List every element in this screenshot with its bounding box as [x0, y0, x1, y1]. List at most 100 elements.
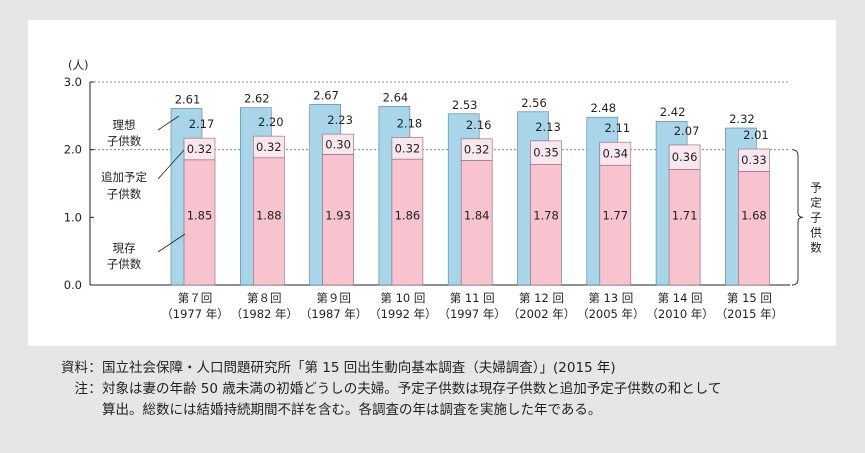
source-label: 資料: [61, 360, 88, 376]
ideal-value-label: 2.61: [175, 92, 201, 106]
planned-total-label: 2.16: [466, 118, 492, 132]
brace-label-char: 数: [810, 240, 822, 254]
source-text: 国立社会保障・人口問題研究所「第 15 回出生動向基本調査（夫婦調査）」(201…: [102, 360, 616, 376]
existing-series-label-2: 子供数: [107, 257, 142, 271]
existing-bar: [599, 164, 632, 286]
brace-label-char: 子: [810, 210, 822, 224]
additional-value-label: 0.36: [672, 150, 698, 164]
y-tick-label: 1.0: [64, 210, 82, 224]
ideal-value-label: 2.42: [660, 105, 686, 119]
additional-value-label: 0.35: [533, 146, 559, 160]
existing-value-label: 1.68: [741, 208, 767, 222]
brace-label-char: 定: [810, 195, 822, 209]
existing-value-label: 1.77: [602, 208, 628, 222]
planned-total-label: 2.23: [327, 113, 353, 127]
x-category-label: 第 10 回: [380, 291, 425, 305]
additional-series-label-1: 追加予定: [101, 170, 147, 184]
additional-series-label-2: 子供数: [107, 187, 142, 201]
existing-value-label: 1.93: [325, 208, 351, 222]
planned-total-label: 2.13: [535, 120, 561, 134]
y-tick-label: 2.0: [64, 143, 82, 157]
existing-bar: [391, 158, 424, 286]
note-colon: ：: [88, 381, 102, 397]
additional-bar: [391, 137, 424, 160]
additional-leader-line: [157, 149, 185, 180]
additional-bar: [460, 138, 493, 161]
ideal-value-label: 2.67: [313, 88, 339, 102]
existing-value-label: 1.85: [187, 208, 213, 222]
additional-bar: [530, 140, 562, 165]
ideal-series-label-2: 子供数: [107, 134, 142, 148]
additional-value-label: 0.30: [325, 137, 351, 151]
note-label: 注: [74, 381, 89, 397]
brace-label-char: 供: [810, 225, 822, 239]
additional-bar: [599, 141, 632, 166]
y-tick-label: 0.0: [64, 278, 82, 292]
additional-bar: [738, 148, 770, 172]
x-category-year-label: （2010 年）: [646, 307, 713, 321]
y-unit-label: (人): [68, 58, 88, 72]
note-text-line-1: 対象は妻の年齢 50 歳未満の初婚どうしの夫婦。予定子供数は現存子供数と追加予定…: [102, 381, 722, 397]
x-category-year-label: （1987 年）: [300, 307, 367, 321]
x-category-year-label: （1992 年）: [369, 307, 436, 321]
ideal-value-label: 2.32: [729, 112, 755, 126]
x-category-label: 第７回: [178, 291, 213, 305]
existing-value-label: 1.78: [533, 208, 559, 222]
note-row-2: 算出。総数には結婚持続期間不詳を含む。各調査の年は調査を実施した年である。: [30, 400, 850, 421]
existing-value-label: 1.88: [256, 208, 282, 222]
notes-block: 資料 ： 国立社会保障・人口問題研究所「第 15 回出生動向基本調査（夫婦調査）…: [30, 358, 850, 421]
additional-value-label: 0.34: [602, 147, 628, 161]
additional-value-label: 0.32: [256, 140, 282, 154]
planned-total-label: 2.01: [743, 128, 769, 142]
existing-bar: [668, 168, 701, 286]
planned-total-label: 2.18: [397, 116, 423, 130]
chart-panel: 0.0 1.0 2.0 3.0 (人) 2.61 2.17 0.32 1.85 第７回 （1977 …: [28, 20, 836, 346]
ideal-value-label: 2.64: [383, 90, 409, 104]
x-category-label: 第 13 回: [588, 291, 633, 305]
ideal-value-label: 2.62: [244, 92, 270, 106]
ideal-value-label: 2.53: [452, 98, 478, 112]
existing-value-label: 1.71: [672, 208, 698, 222]
existing-bar: [183, 159, 216, 286]
additional-value-label: 0.32: [187, 142, 213, 156]
note-row: 注 ： 対象は妻の年齢 50 歳未満の初婚どうしの夫婦。予定子供数は現存子供数と…: [30, 379, 850, 400]
planned-brace: [791, 149, 804, 286]
existing-value-label: 1.84: [464, 208, 490, 222]
note-text-line-2: 算出。総数には結婚持続期間不詳を含む。各調査の年は調査を実施した年である。: [102, 402, 602, 418]
additional-value-label: 0.33: [741, 153, 767, 167]
existing-bar: [322, 154, 354, 286]
additional-bar: [668, 144, 701, 170]
additional-bar: [322, 133, 354, 155]
existing-leader-line: [157, 233, 186, 253]
planned-total-label: 2.11: [604, 121, 630, 135]
planned-total-label: 2.07: [674, 124, 700, 138]
existing-value-label: 1.86: [395, 208, 421, 222]
ideal-series-label-1: 理想: [113, 118, 136, 132]
existing-bar: [460, 160, 493, 286]
x-category-label: 第８回: [247, 291, 282, 305]
brace-label-char: 予: [810, 180, 822, 194]
y-tick-label: 3.0: [64, 75, 82, 89]
x-category-label: 第 11 回: [450, 291, 495, 305]
additional-bar: [183, 137, 216, 161]
x-category-year-label: （2002 年）: [508, 307, 575, 321]
x-category-year-label: （2005 年）: [577, 307, 644, 321]
existing-bar: [530, 164, 562, 286]
x-category-label: 第 12 回: [519, 291, 564, 305]
x-category-label: 第９回: [316, 291, 351, 305]
planned-total-label: 2.20: [258, 115, 284, 129]
x-category-year-label: （2015 年）: [716, 307, 783, 321]
x-category-label: 第 14 回: [658, 291, 703, 305]
source-colon: ：: [88, 360, 102, 376]
ideal-value-label: 2.48: [590, 101, 616, 115]
x-category-label: 第 15 回: [727, 291, 772, 305]
additional-value-label: 0.32: [395, 141, 421, 155]
existing-series-label-1: 現存: [113, 241, 136, 255]
existing-bar: [738, 171, 770, 286]
x-category-year-label: （1982 年）: [231, 307, 298, 321]
ideal-leader-line: [157, 115, 180, 131]
chart-svg: 0.0 1.0 2.0 3.0 (人) 2.61 2.17 0.32 1.85 第７回 （1977 …: [64, 58, 823, 321]
ideal-value-label: 2.56: [521, 96, 547, 110]
source-row: 資料 ： 国立社会保障・人口問題研究所「第 15 回出生動向基本調査（夫婦調査）…: [30, 358, 850, 379]
additional-value-label: 0.32: [464, 143, 490, 157]
